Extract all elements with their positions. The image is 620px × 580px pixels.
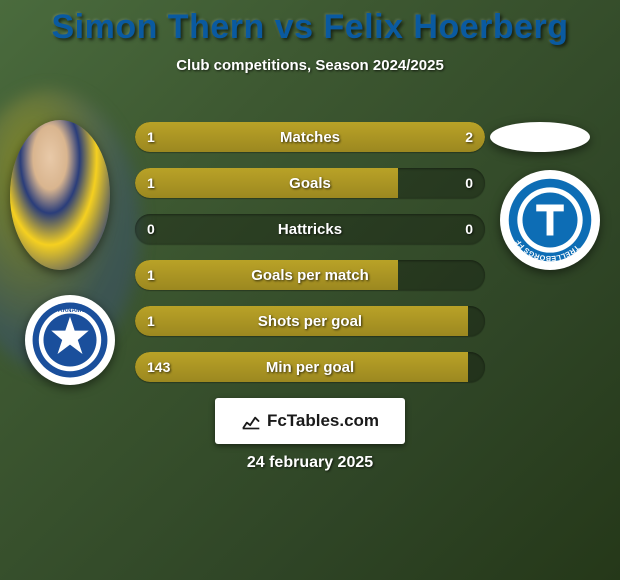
chart-icon bbox=[241, 411, 261, 431]
stat-value-right: 0 bbox=[465, 168, 473, 198]
subtitle: Club competitions, Season 2024/2025 bbox=[0, 57, 620, 74]
stat-row: 1Goals0 bbox=[135, 168, 485, 198]
stat-row: 1Matches2 bbox=[135, 122, 485, 152]
stat-row: 1Goals per match bbox=[135, 260, 485, 290]
stat-row: 143Min per goal bbox=[135, 352, 485, 382]
page-title: Simon Thern vs Felix Hoerberg bbox=[0, 0, 620, 47]
right-club-badge: F TRELLEBORGS FF bbox=[500, 170, 600, 270]
varnamo-crest-icon: VÄRNAMO bbox=[31, 301, 109, 379]
stat-label: Goals bbox=[135, 168, 485, 198]
footer-date: 24 february 2025 bbox=[0, 454, 620, 472]
stat-value-right: 0 bbox=[465, 214, 473, 244]
left-player-photo bbox=[10, 120, 110, 270]
stat-row: 1Shots per goal bbox=[135, 306, 485, 336]
right-player-photo bbox=[490, 122, 590, 152]
stat-label: Shots per goal bbox=[135, 306, 485, 336]
brand-badge[interactable]: FcTables.com bbox=[215, 398, 405, 444]
stat-row: 0Hattricks0 bbox=[135, 214, 485, 244]
left-club-badge: VÄRNAMO bbox=[25, 295, 115, 385]
stats-container: 1Matches21Goals00Hattricks01Goals per ma… bbox=[135, 122, 485, 398]
stat-label: Hattricks bbox=[135, 214, 485, 244]
stat-label: Matches bbox=[135, 122, 485, 152]
svg-text:VÄRNAMO: VÄRNAMO bbox=[54, 307, 86, 314]
svg-text:F: F bbox=[547, 221, 553, 232]
stat-label: Min per goal bbox=[135, 352, 485, 382]
stat-label: Goals per match bbox=[135, 260, 485, 290]
brand-label: FcTables.com bbox=[267, 411, 379, 431]
trelleborgs-crest-icon: F TRELLEBORGS FF bbox=[507, 177, 593, 263]
stat-value-right: 2 bbox=[465, 122, 473, 152]
